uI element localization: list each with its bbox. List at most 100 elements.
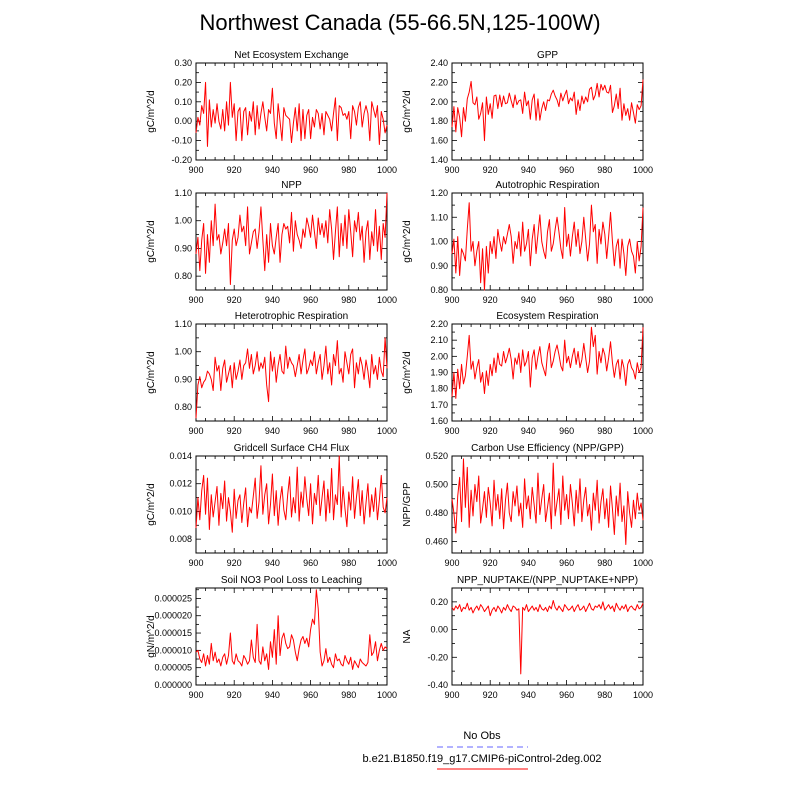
x-tick-label: 940 — [265, 295, 280, 305]
x-tick-label: 920 — [483, 165, 498, 175]
x-tick-label: 900 — [444, 165, 459, 175]
y-tick-label: 1.00 — [430, 237, 448, 247]
x-tick-label: 980 — [597, 295, 612, 305]
y-tick-label: 1.70 — [430, 400, 448, 410]
series-line-autotrophic-respiration — [451, 202, 644, 291]
y-tick-label: 0.008 — [169, 534, 192, 544]
y-axis-label: gC/m^2/d — [402, 220, 413, 263]
x-tick-label: 1000 — [633, 690, 653, 700]
x-tick-label: 1000 — [633, 426, 653, 436]
x-tick-label: 900 — [188, 426, 203, 436]
x-tick-label: 980 — [597, 426, 612, 436]
legend-label-model-run: b.e21.B1850.f19_g17.CMIP6-piControl-2deg… — [362, 753, 601, 765]
x-tick-label: 920 — [483, 690, 498, 700]
x-tick-label: 900 — [444, 295, 459, 305]
x-tick-label: 940 — [265, 165, 280, 175]
x-tick-label: 900 — [188, 690, 203, 700]
series-line-gridcell-surface-ch4-flux — [195, 455, 388, 533]
x-tick-label: 1000 — [633, 165, 653, 175]
y-axis-label: gN/m^2/d — [146, 615, 157, 658]
series-line-npp-nuptake-npp-nuptake-npp — [451, 599, 644, 675]
x-tick-label: 900 — [188, 165, 203, 175]
series-line-net-ecosystem-exchange — [195, 81, 388, 147]
y-tick-label: 0.000000 — [154, 680, 192, 690]
y-tick-label: 0.90 — [174, 243, 192, 253]
x-tick-label: 960 — [303, 165, 318, 175]
y-axis-label: gC/m^2/d — [146, 90, 157, 133]
x-tick-label: 980 — [597, 165, 612, 175]
y-tick-label: 0.000025 — [154, 593, 192, 603]
panel-title-soil-no3-pool-loss-to-leaching: Soil NO3 Pool Loss to Leaching — [221, 575, 362, 586]
y-tick-label: 0.20 — [430, 597, 448, 607]
plot-frame — [451, 587, 644, 686]
x-tick-label: 940 — [521, 558, 536, 568]
panel-gridcell-surface-ch4-flux: Gridcell Surface CH4 Flux 900 920 940 960 980… — [146, 443, 397, 568]
y-axis-label: gC/m^2/d — [146, 483, 157, 526]
y-tick-label: 0.20 — [174, 77, 192, 87]
x-tick-label: 1000 — [633, 295, 653, 305]
y-tick-label: 2.40 — [430, 58, 448, 68]
x-tick-label: 1000 — [377, 690, 397, 700]
plot-frame — [451, 323, 644, 422]
y-tick-label: 0.80 — [174, 402, 192, 412]
x-tick-label: 920 — [483, 558, 498, 568]
x-tick-label: 940 — [265, 690, 280, 700]
x-tick-label: 960 — [559, 690, 574, 700]
y-tick-label: 2.20 — [430, 77, 448, 87]
y-tick-label: 0.000015 — [154, 628, 192, 638]
panel-npp: NPP 900 920 940 960 980 1000 0.80 0.90 1.00 1.10 gC… — [146, 180, 397, 305]
y-axis-label: NPP/GPP — [402, 482, 413, 527]
y-tick-label: 0.520 — [425, 451, 448, 461]
x-tick-label: 1000 — [633, 558, 653, 568]
y-tick-label: 0.90 — [174, 374, 192, 384]
panel-heterotrophic-respiration: Heterotrophic Respiration 900 920 940 960 980… — [146, 311, 397, 436]
y-tick-label: -0.40 — [427, 680, 448, 690]
y-tick-label: 1.40 — [430, 155, 448, 165]
y-tick-label: 1.20 — [430, 188, 448, 198]
y-tick-label: 0.460 — [425, 537, 448, 547]
y-axis-label: gC/m^2/d — [402, 351, 413, 394]
y-tick-label: 0.500 — [425, 480, 448, 490]
x-tick-label: 980 — [341, 558, 356, 568]
y-tick-label: 1.00 — [174, 347, 192, 357]
y-axis-label: gC/m^2/d — [146, 351, 157, 394]
series-line-carbon-use-efficiency-npp-gpp — [451, 458, 644, 545]
x-tick-label: 960 — [303, 295, 318, 305]
y-tick-label: 1.10 — [174, 319, 192, 329]
x-tick-label: 980 — [341, 426, 356, 436]
y-tick-label: 0.80 — [430, 285, 448, 295]
panel-ecosystem-respiration: Ecosystem Respiration 900 920 940 960 980 1000… — [402, 311, 653, 436]
x-tick-label: 980 — [341, 165, 356, 175]
y-tick-label: 0.10 — [174, 97, 192, 107]
x-tick-label: 1000 — [377, 426, 397, 436]
x-tick-label: 940 — [521, 165, 536, 175]
x-tick-label: 920 — [227, 558, 242, 568]
y-tick-label: 0.000005 — [154, 663, 192, 673]
x-tick-label: 900 — [444, 426, 459, 436]
x-tick-label: 960 — [559, 558, 574, 568]
x-tick-label: 920 — [227, 295, 242, 305]
y-tick-label: 1.80 — [430, 384, 448, 394]
panel-soil-no3-pool-loss-to-leaching: Soil NO3 Pool Loss to Leaching 900 920 940 9… — [146, 575, 397, 700]
panel-title-gpp: GPP — [537, 50, 558, 61]
y-tick-label: 0.30 — [174, 58, 192, 68]
series-line-npp — [195, 192, 388, 285]
y-tick-label: 2.20 — [430, 319, 448, 329]
x-tick-label: 960 — [303, 690, 318, 700]
x-tick-label: 940 — [521, 295, 536, 305]
y-tick-label: 2.00 — [430, 97, 448, 107]
x-tick-label: 940 — [265, 558, 280, 568]
y-tick-label: -0.20 — [427, 652, 448, 662]
y-tick-label: 0.480 — [425, 508, 448, 518]
y-tick-label: 0.00 — [174, 116, 192, 126]
x-tick-label: 920 — [483, 426, 498, 436]
x-tick-label: 980 — [341, 690, 356, 700]
panel-title-npp-nuptake-npp-nuptake-npp: NPP_NUPTAKE/(NPP_NUPTAKE+NPP) — [457, 575, 638, 586]
y-axis-label: gC/m^2/d — [402, 90, 413, 133]
panel-title-gridcell-surface-ch4-flux: Gridcell Surface CH4 Flux — [234, 443, 350, 454]
y-axis-label: NA — [402, 629, 413, 643]
y-tick-label: 2.10 — [430, 335, 448, 345]
page-title: Northwest Canada (55-66.5N,125-100W) — [199, 10, 600, 35]
plot-frame — [195, 192, 388, 291]
